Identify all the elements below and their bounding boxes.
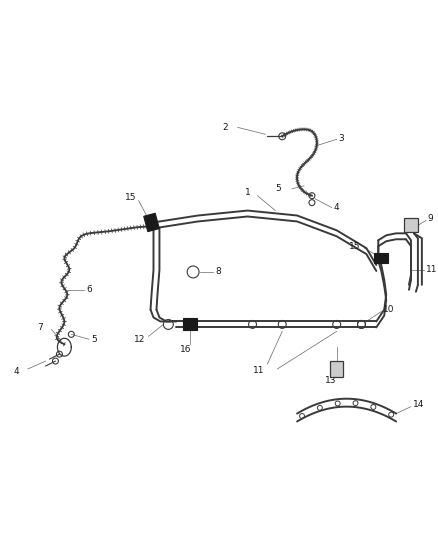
Text: 15: 15 xyxy=(125,193,136,202)
Text: 2: 2 xyxy=(223,123,229,132)
Bar xyxy=(374,253,388,263)
Text: 5: 5 xyxy=(91,335,97,344)
Text: 6: 6 xyxy=(86,285,92,294)
Bar xyxy=(330,361,343,377)
Text: 13: 13 xyxy=(325,376,336,385)
Text: 3: 3 xyxy=(339,134,344,143)
Bar xyxy=(144,213,159,232)
Text: 4: 4 xyxy=(334,203,339,212)
Text: 16: 16 xyxy=(180,345,192,354)
Text: 11: 11 xyxy=(426,265,437,274)
Text: 8: 8 xyxy=(215,268,221,277)
Text: 4: 4 xyxy=(14,367,19,376)
Text: 9: 9 xyxy=(428,214,434,223)
Text: 11: 11 xyxy=(253,367,264,375)
Text: 15: 15 xyxy=(349,241,360,251)
Text: 12: 12 xyxy=(134,335,145,344)
Text: 10: 10 xyxy=(383,305,395,314)
Bar xyxy=(183,319,197,330)
Text: 5: 5 xyxy=(276,184,281,193)
Text: 7: 7 xyxy=(38,323,43,332)
Text: 1: 1 xyxy=(244,188,251,197)
Text: 14: 14 xyxy=(413,400,424,409)
Bar xyxy=(404,219,418,232)
